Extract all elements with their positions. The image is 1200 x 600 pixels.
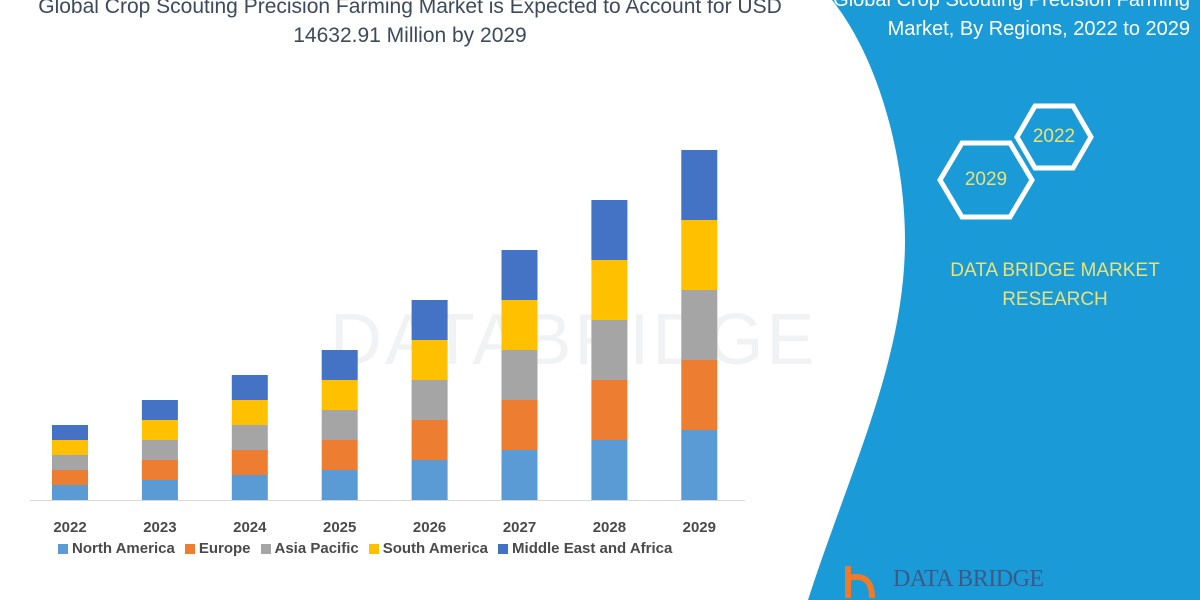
bar-segment-2023-asia-pacific [141, 440, 178, 460]
bar-segment-2022-europe [52, 470, 88, 485]
hex-label-2029: 2029 [964, 169, 1008, 190]
legend-item: Middle East and Africa [498, 540, 672, 557]
x-tick-label: 2024 [233, 519, 267, 536]
hex-2022 [1014, 103, 1094, 171]
brand-name: DATA BRIDGE MARKET RESEARCH [950, 260, 1160, 310]
legend-item: Europe [184, 540, 251, 557]
bar-segment-2028-europe [591, 380, 628, 440]
bar-segment-2025-north-america [321, 470, 358, 500]
legend-swatch [498, 543, 509, 554]
bar-segment-2023-middle-east-and-africa [141, 400, 178, 420]
bar-segment-2022-middle-east-and-africa [52, 425, 88, 440]
bar-segment-2029-north-america [681, 430, 718, 500]
bar-segment-2029-europe [681, 360, 718, 430]
legend-label: Middle East and Africa [512, 540, 673, 557]
watermark: DATABRIDGE [330, 300, 818, 380]
bar-segment-2028-south-america [591, 260, 628, 320]
legend-swatch [260, 543, 271, 554]
bar-segment-2024-north-america [231, 475, 268, 500]
bar-segment-2024-asia-pacific [231, 425, 268, 450]
bar-segment-2028-north-america [591, 440, 628, 500]
legend-item: South America [368, 540, 489, 557]
legend: North America Europe Asia Pacific South Ame… [58, 540, 672, 557]
bar-segment-2027-north-america [501, 450, 538, 500]
side-panel [808, 0, 1200, 600]
bar-segment-2026-asia-pacific [411, 380, 448, 420]
chart-title: Global Crop Scouting Precision Farming M… [38, 0, 782, 47]
legend-swatch [184, 543, 195, 554]
bar-segment-2028-asia-pacific [591, 320, 628, 380]
bar-segment-2023-north-america [141, 480, 178, 500]
bar-segment-2026-north-america [411, 460, 448, 500]
bar-segment-2024-middle-east-and-africa [231, 375, 268, 400]
bar-segment-2026-europe [411, 420, 448, 460]
legend-item: Asia Pacific [260, 540, 359, 557]
hex-2029 [937, 140, 1035, 220]
bar-segment-2023-south-america [141, 420, 178, 440]
legend-item: North America [58, 540, 175, 557]
bar-segment-2027-south-america [501, 300, 538, 350]
bar-segment-2025-europe [321, 440, 358, 470]
bar-segment-2029-asia-pacific [681, 290, 718, 360]
legend-swatch [368, 543, 379, 554]
bar-segment-2027-europe [501, 400, 538, 450]
bar-segment-2024-south-america [231, 400, 268, 425]
bar-segment-2026-middle-east-and-africa [411, 300, 448, 340]
side-panel-title: Global Crop Scouting Precision Farming M… [833, 0, 1190, 40]
x-tick-label: 2027 [503, 519, 536, 536]
bar-segment-2022-asia-pacific [52, 455, 88, 470]
legend-label: Europe [198, 540, 251, 557]
bar-segment-2026-south-america [411, 340, 448, 380]
legend-label: Asia Pacific [274, 540, 359, 557]
legend-swatch [58, 543, 68, 554]
bar-segment-2029-middle-east-and-africa [681, 150, 718, 220]
x-tick-label: 2023 [143, 519, 176, 536]
legend-label: South America [382, 540, 489, 557]
bar-segment-2027-middle-east-and-africa [501, 250, 538, 300]
bar-segment-2029-south-america [681, 220, 718, 290]
legend-label: North America [72, 540, 175, 557]
bar-segment-2024-europe [231, 450, 268, 475]
bar-segment-2025-middle-east-and-africa [321, 350, 358, 380]
bar-segment-2027-asia-pacific [501, 350, 538, 400]
x-tick-label: 2022 [53, 519, 86, 536]
x-tick-label: 2029 [683, 519, 716, 536]
x-tick-label: 2026 [413, 519, 446, 536]
logo-text: DATA BRIDGE [893, 566, 1044, 592]
bar-segment-2028-middle-east-and-africa [591, 200, 628, 260]
hex-label-2022: 2022 [1032, 126, 1076, 147]
x-tick-label: 2028 [593, 519, 626, 536]
bar-segment-2025-asia-pacific [321, 410, 358, 440]
bar-segment-2022-north-america [52, 485, 88, 500]
x-tick-label: 2025 [323, 519, 356, 536]
bar-segment-2025-south-america [321, 380, 358, 410]
bar-segment-2022-south-america [52, 440, 88, 455]
logo-icon [845, 566, 875, 599]
bar-segment-2023-europe [141, 460, 178, 480]
